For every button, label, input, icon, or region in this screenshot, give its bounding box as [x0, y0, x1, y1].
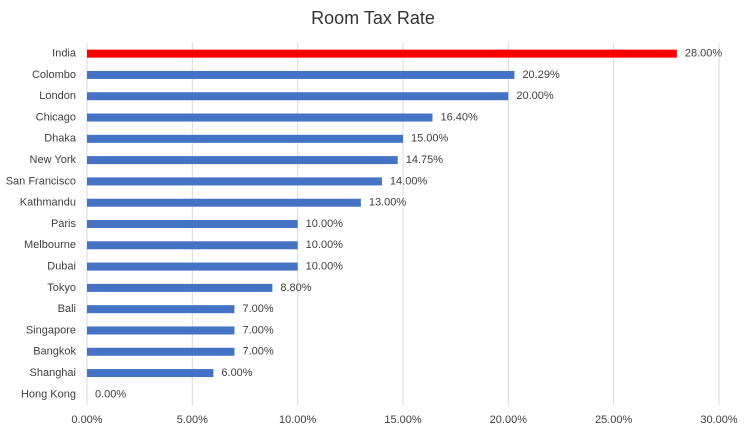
x-tick-label: 15.00% [384, 414, 422, 426]
y-tick-label: Melbourne [24, 239, 76, 251]
y-tick-label: Dhaka [44, 133, 77, 145]
y-tick-label: Kathmandu [20, 197, 76, 209]
bar [87, 134, 403, 143]
value-label: 14.00% [390, 175, 428, 187]
value-label: 16.40% [440, 111, 478, 123]
x-tick-label: 10.00% [279, 414, 317, 426]
y-tick-label: New York [30, 154, 77, 166]
value-label: 7.00% [242, 324, 273, 336]
bar [87, 49, 677, 58]
bar [87, 262, 298, 271]
chart-title: Room Tax Rate [311, 8, 435, 28]
y-tick-label: Singapore [26, 324, 76, 336]
bar [87, 347, 235, 356]
bar [87, 241, 298, 250]
bar [87, 113, 433, 122]
value-label: 0.00% [95, 388, 126, 400]
value-label: 7.00% [242, 303, 273, 315]
bar [87, 156, 398, 165]
bar [87, 326, 235, 335]
y-tick-label: London [39, 90, 76, 102]
y-tick-label: Paris [51, 218, 77, 230]
value-label: 28.00% [685, 48, 723, 60]
y-tick-label: Bali [58, 303, 76, 315]
value-label: 8.80% [280, 282, 311, 294]
value-label: 20.29% [522, 69, 560, 81]
bar [87, 92, 509, 101]
value-label: 6.00% [221, 367, 252, 379]
x-tick-label: 5.00% [177, 414, 208, 426]
y-tick-label: Chicago [36, 111, 76, 123]
value-label: 7.00% [242, 346, 273, 358]
bar [87, 305, 235, 314]
y-tick-label: Tokyo [47, 282, 76, 294]
value-label: 10.00% [306, 260, 344, 272]
bar [87, 177, 382, 186]
y-tick-label: India [52, 48, 77, 60]
bar [87, 220, 298, 228]
x-tick-label: 20.00% [490, 414, 528, 426]
bar [87, 283, 273, 292]
bar [87, 70, 515, 79]
x-tick-label: 25.00% [595, 414, 633, 426]
y-tick-label: Bangkok [33, 346, 76, 358]
x-tick-label: 30.00% [700, 414, 738, 426]
bar [87, 198, 361, 207]
y-tick-label: Shanghai [30, 367, 77, 379]
value-label: 20.00% [516, 90, 554, 102]
bar [87, 369, 214, 378]
value-label: 15.00% [411, 133, 449, 145]
y-tick-label: Dubai [47, 260, 76, 272]
y-tick-label: San Francisco [6, 175, 76, 187]
y-tick-label: Colombo [32, 69, 76, 81]
y-tick-label: Hong Kong [21, 388, 76, 400]
x-tick-label: 0.00% [71, 414, 102, 426]
value-label: 13.00% [369, 197, 407, 209]
value-label: 10.00% [306, 218, 344, 230]
value-label: 10.00% [306, 239, 344, 251]
value-label: 14.75% [406, 154, 444, 166]
